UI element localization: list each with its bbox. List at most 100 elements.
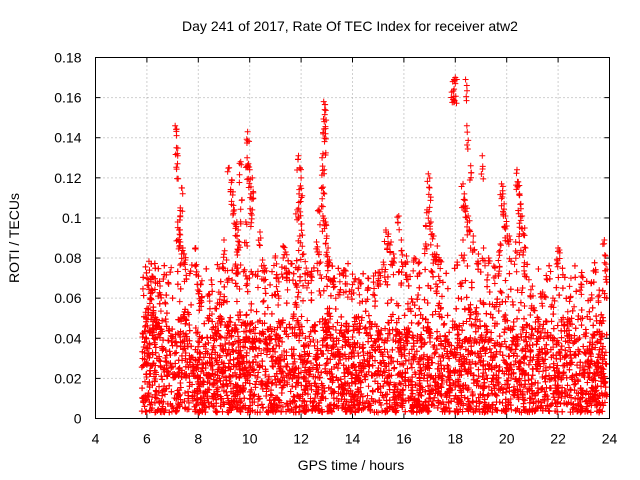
data-point xyxy=(177,328,184,335)
data-point xyxy=(506,270,513,277)
data-point xyxy=(308,297,315,304)
data-point xyxy=(330,284,337,291)
data-point xyxy=(384,349,391,356)
data-point xyxy=(415,292,422,299)
data-point xyxy=(574,316,581,323)
grid xyxy=(95,57,610,419)
data-point xyxy=(439,352,446,359)
data-point xyxy=(550,325,557,332)
data-point xyxy=(219,408,226,415)
data-point xyxy=(278,390,285,397)
data-point xyxy=(521,302,528,309)
data-point xyxy=(358,317,365,324)
data-point xyxy=(498,289,505,296)
data-point xyxy=(335,265,342,272)
data-point xyxy=(258,401,265,408)
data-point xyxy=(591,259,598,266)
data-point xyxy=(269,268,276,275)
data-point xyxy=(174,268,181,275)
data-point xyxy=(435,261,442,268)
data-point xyxy=(496,398,503,405)
data-point xyxy=(571,303,578,310)
data-point xyxy=(157,308,164,315)
data-point xyxy=(507,286,514,293)
data-point xyxy=(475,366,482,373)
data-point xyxy=(359,314,366,321)
data-point xyxy=(428,267,435,274)
data-point xyxy=(275,301,282,308)
data-point xyxy=(475,373,482,380)
data-point xyxy=(194,286,201,293)
data-point xyxy=(449,318,456,325)
data-point xyxy=(458,283,465,290)
data-point xyxy=(195,338,202,345)
data-point xyxy=(405,282,412,289)
data-point xyxy=(288,260,295,267)
data-point xyxy=(444,312,451,319)
data-point xyxy=(502,277,509,284)
data-point xyxy=(162,300,169,307)
data-point xyxy=(283,300,290,307)
data-point xyxy=(432,349,439,356)
data-point xyxy=(483,310,490,317)
data-point xyxy=(201,320,208,327)
data-point xyxy=(415,320,422,327)
data-point xyxy=(571,262,578,269)
data-point xyxy=(463,294,470,301)
data-point xyxy=(286,321,293,328)
data-points xyxy=(138,74,611,416)
data-point xyxy=(162,299,169,306)
data-point xyxy=(496,363,503,370)
data-point xyxy=(156,300,163,307)
data-point xyxy=(176,298,183,305)
data-point xyxy=(468,284,475,291)
data-point xyxy=(486,345,493,352)
data-point xyxy=(572,325,579,332)
data-point xyxy=(241,395,248,402)
data-point xyxy=(418,344,425,351)
data-point xyxy=(434,328,441,335)
data-point xyxy=(364,392,371,399)
data-point xyxy=(142,263,149,270)
data-point xyxy=(455,331,462,338)
data-point xyxy=(214,261,221,268)
data-point xyxy=(551,396,558,403)
data-point xyxy=(455,295,462,302)
data-point xyxy=(421,296,428,303)
data-point xyxy=(564,308,571,315)
data-point xyxy=(517,330,524,337)
data-point xyxy=(168,264,175,271)
data-point xyxy=(319,315,326,322)
data-point xyxy=(253,378,260,385)
data-point xyxy=(365,312,372,319)
data-point xyxy=(546,262,553,269)
data-point xyxy=(263,351,270,358)
data-point xyxy=(477,269,484,276)
data-point xyxy=(499,399,506,406)
data-point xyxy=(262,290,269,297)
data-point xyxy=(169,295,176,302)
data-point xyxy=(589,304,596,311)
data-point xyxy=(571,381,578,388)
data-point xyxy=(496,333,503,340)
data-point xyxy=(260,297,267,304)
data-point xyxy=(466,315,473,322)
data-point xyxy=(579,274,586,281)
data-point xyxy=(246,327,253,334)
data-point xyxy=(208,281,215,288)
data-point xyxy=(558,334,565,341)
data-point xyxy=(558,343,565,350)
data-point xyxy=(388,296,395,303)
data-point xyxy=(338,313,345,320)
chart-title: Day 241 of 2017, Rate Of TEC Index for r… xyxy=(182,18,518,34)
data-point xyxy=(566,344,573,351)
data-point xyxy=(142,409,149,416)
data-point xyxy=(235,316,242,323)
data-point xyxy=(304,317,311,324)
data-point xyxy=(365,383,372,390)
data-point xyxy=(513,268,520,275)
data-point xyxy=(221,283,228,290)
data-point xyxy=(505,293,512,300)
data-point xyxy=(400,361,407,368)
